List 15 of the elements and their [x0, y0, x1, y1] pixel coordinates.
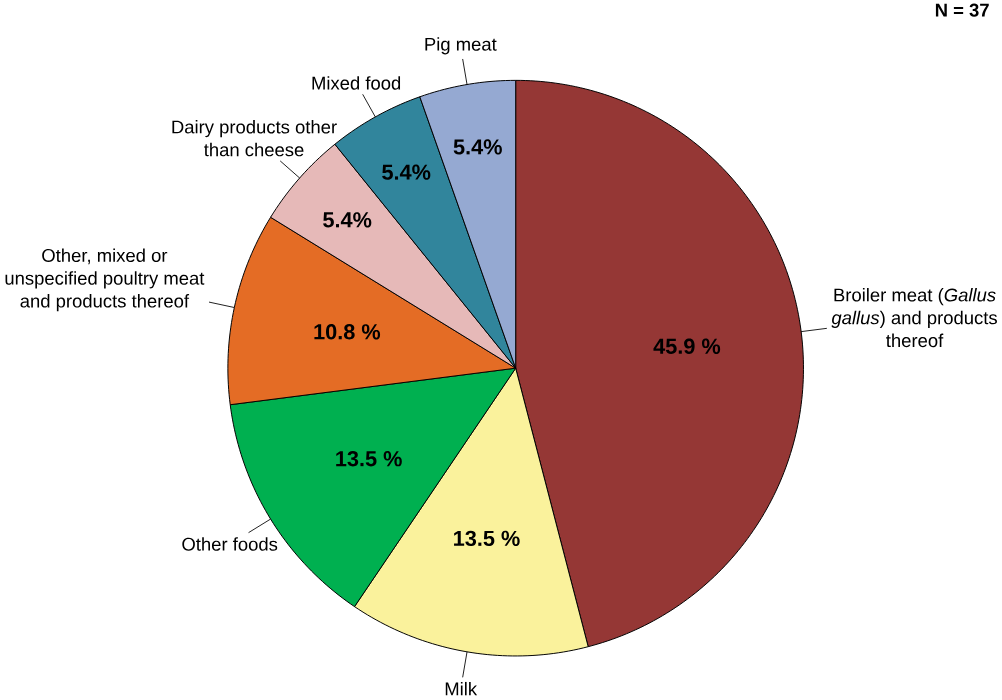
data-label: 13.5 % [336, 451, 402, 467]
slice-label: Milk [445, 682, 478, 696]
data-label: 5.4% [453, 139, 502, 155]
slice-label: Dairy products other than cheese [172, 120, 337, 157]
slice-label: Other, mixed or unspecified poultry meat and products thereof [5, 248, 205, 312]
data-label: 5.4% [323, 212, 372, 228]
slice-label: Mixed food [312, 76, 401, 90]
slice-label: Other foods [182, 537, 278, 551]
text: N = 37 [935, 3, 989, 17]
data-label: 13.5 % [454, 530, 520, 547]
data-label: 10.8 % [314, 324, 381, 340]
data-label: 5.4% [382, 164, 431, 180]
category-label: Broiler meat (Gallus gallus) and products thereof [831, 288, 997, 348]
data-label: 45.9 % [653, 338, 721, 355]
slice-label: Pig meat [425, 37, 497, 55]
